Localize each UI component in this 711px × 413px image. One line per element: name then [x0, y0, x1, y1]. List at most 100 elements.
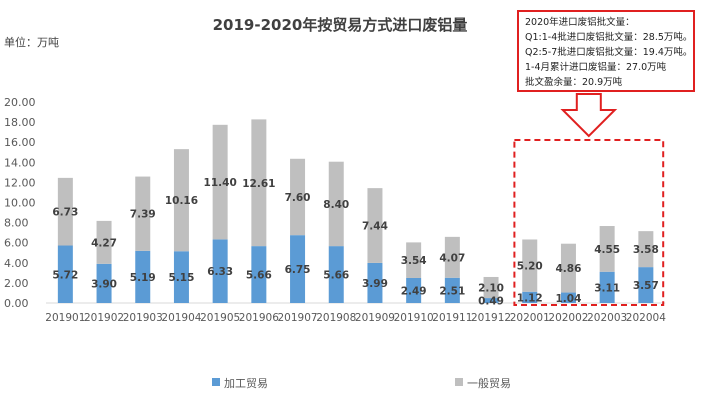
- x-tick-label: 201902: [84, 312, 124, 324]
- y-tick-label: 4.00: [4, 257, 29, 270]
- annotation-line: 2020年进口废铝批文量：: [525, 17, 635, 28]
- x-tick-label: 201910: [394, 312, 434, 324]
- data-label: 7.60: [285, 192, 311, 204]
- data-label: 5.19: [130, 272, 156, 284]
- bar-201906-general-trade: [251, 119, 267, 247]
- data-label: 3.58: [633, 244, 659, 256]
- y-tick-label: 10.00: [4, 197, 36, 210]
- x-tick-label: 201911: [432, 312, 472, 324]
- bar-201907-processing-trade: [290, 235, 306, 303]
- bar-202002-general-trade: [560, 243, 576, 293]
- annotation-line: Q1:1-4批进口废铝批文量：28.5万吨。: [525, 32, 693, 43]
- bar-202001-general-trade: [522, 239, 538, 292]
- data-label: 3.99: [362, 278, 388, 290]
- x-tick-label: 201909: [355, 312, 395, 324]
- data-label: 3.54: [401, 255, 427, 267]
- chart-title: 2019-2020年按贸易方式进口废铝量: [213, 16, 468, 34]
- highlight-box: [513, 139, 665, 306]
- x-tick-label: 201901: [45, 312, 85, 324]
- bar-201904-processing-trade: [173, 251, 189, 303]
- plot-area: 0.00 2.00 4.00 6.00 8.00 10.00 12.00 14.00 16.00…: [4, 93, 666, 324]
- annotation-line: 批文盈余量：20.9万吨: [525, 77, 623, 88]
- legend-swatch: [455, 378, 463, 386]
- data-label: 0.49: [478, 296, 504, 308]
- bar-202001-processing-trade: [522, 291, 538, 303]
- bar-201904-general-trade: [173, 149, 189, 252]
- legend-label: 一般贸易: [467, 377, 511, 390]
- y-tick-label: 14.00: [4, 156, 36, 169]
- data-label: 1.04: [555, 293, 581, 305]
- x-tick-label: 201905: [200, 312, 240, 324]
- data-label: 6.73: [52, 207, 78, 219]
- x-tick-label: 201903: [123, 312, 163, 324]
- bar-201909-general-trade: [367, 188, 383, 263]
- bar-201908-processing-trade: [328, 246, 344, 303]
- x-tick-label: 202003: [587, 312, 627, 324]
- data-label: 2.10: [478, 283, 504, 295]
- bar-201910-processing-trade: [406, 277, 422, 303]
- data-label: 8.40: [323, 199, 349, 211]
- legend-label: 加工贸易: [224, 377, 268, 390]
- x-tick-label: 201906: [239, 312, 279, 324]
- unit-label: 单位：万吨: [4, 35, 59, 49]
- y-tick-label: 12.00: [4, 176, 36, 189]
- x-tick-label: 202001: [510, 312, 550, 324]
- bar-201906-processing-trade: [251, 246, 267, 303]
- x-tick-label: 201904: [161, 312, 201, 324]
- bar-201907-general-trade: [290, 158, 306, 236]
- data-label: 7.39: [130, 209, 156, 221]
- bar-202002-processing-trade: [560, 292, 576, 303]
- data-label: 5.72: [52, 269, 78, 281]
- y-tick-label: 6.00: [4, 237, 29, 250]
- data-label: 6.33: [207, 266, 233, 278]
- annotation-line: Q2:5-7批进口废铝批文量：19.4万吨。: [525, 47, 693, 58]
- data-label: 4.86: [555, 263, 581, 275]
- x-tick-label: 201907: [278, 312, 318, 324]
- bar-202003-general-trade: [599, 226, 615, 272]
- data-label: 3.11: [594, 282, 620, 294]
- y-tick-label: 20.00: [4, 96, 36, 109]
- annotation-box: 2020年进口废铝批文量： Q1:1-4批进口废铝批文量：28.5万吨。 Q2:…: [517, 10, 695, 92]
- bar-201911-general-trade: [444, 236, 460, 278]
- data-label: 11.40: [204, 177, 237, 189]
- bar-201912-processing-trade: [483, 298, 499, 303]
- annotation-line: 1-4月累计进口废铝量：27.0万吨: [525, 62, 667, 73]
- x-tick-label: 202002: [548, 312, 588, 324]
- bar-201901-processing-trade: [57, 245, 73, 303]
- bar-201903-processing-trade: [135, 250, 151, 303]
- data-label: 4.07: [439, 252, 465, 264]
- bar-201912-general-trade: [483, 276, 499, 299]
- data-label: 2.51: [439, 285, 465, 297]
- data-label: 4.55: [594, 244, 620, 256]
- data-label: 5.66: [246, 270, 272, 282]
- data-label: 10.16: [165, 195, 198, 207]
- arrow-down-icon: [560, 93, 618, 138]
- bar-201905-general-trade: [212, 124, 228, 240]
- legend-swatch: [212, 378, 220, 386]
- bar-202004-processing-trade: [638, 267, 654, 303]
- y-tick-label: 2.00: [4, 277, 29, 290]
- data-label: 6.75: [285, 264, 311, 276]
- data-label: 12.61: [242, 178, 275, 190]
- bar-201905-processing-trade: [212, 239, 228, 303]
- legend: 加工贸易 一般贸易: [212, 377, 511, 390]
- x-tick-label: 201908: [316, 312, 356, 324]
- bar-202003-processing-trade: [599, 271, 615, 303]
- data-label: 2.49: [401, 285, 427, 297]
- bar-201902-processing-trade: [96, 263, 112, 303]
- y-tick-label: 0.00: [4, 297, 29, 310]
- bar-201903-general-trade: [135, 176, 151, 251]
- data-label: 4.27: [91, 237, 117, 249]
- data-label: 5.20: [517, 261, 543, 273]
- data-label: 7.44: [362, 221, 388, 233]
- bar-201909-processing-trade: [367, 262, 383, 303]
- bar-201910-general-trade: [406, 242, 422, 278]
- bar-202004-general-trade: [638, 231, 654, 268]
- data-label: 1.12: [517, 292, 543, 304]
- data-label: 3.57: [633, 280, 659, 292]
- y-tick-label: 16.00: [4, 136, 36, 149]
- y-tick-label: 8.00: [4, 217, 29, 230]
- y-tick-label: 18.00: [4, 116, 36, 129]
- bar-201902-general-trade: [96, 220, 112, 264]
- bar-201911-processing-trade: [444, 277, 460, 303]
